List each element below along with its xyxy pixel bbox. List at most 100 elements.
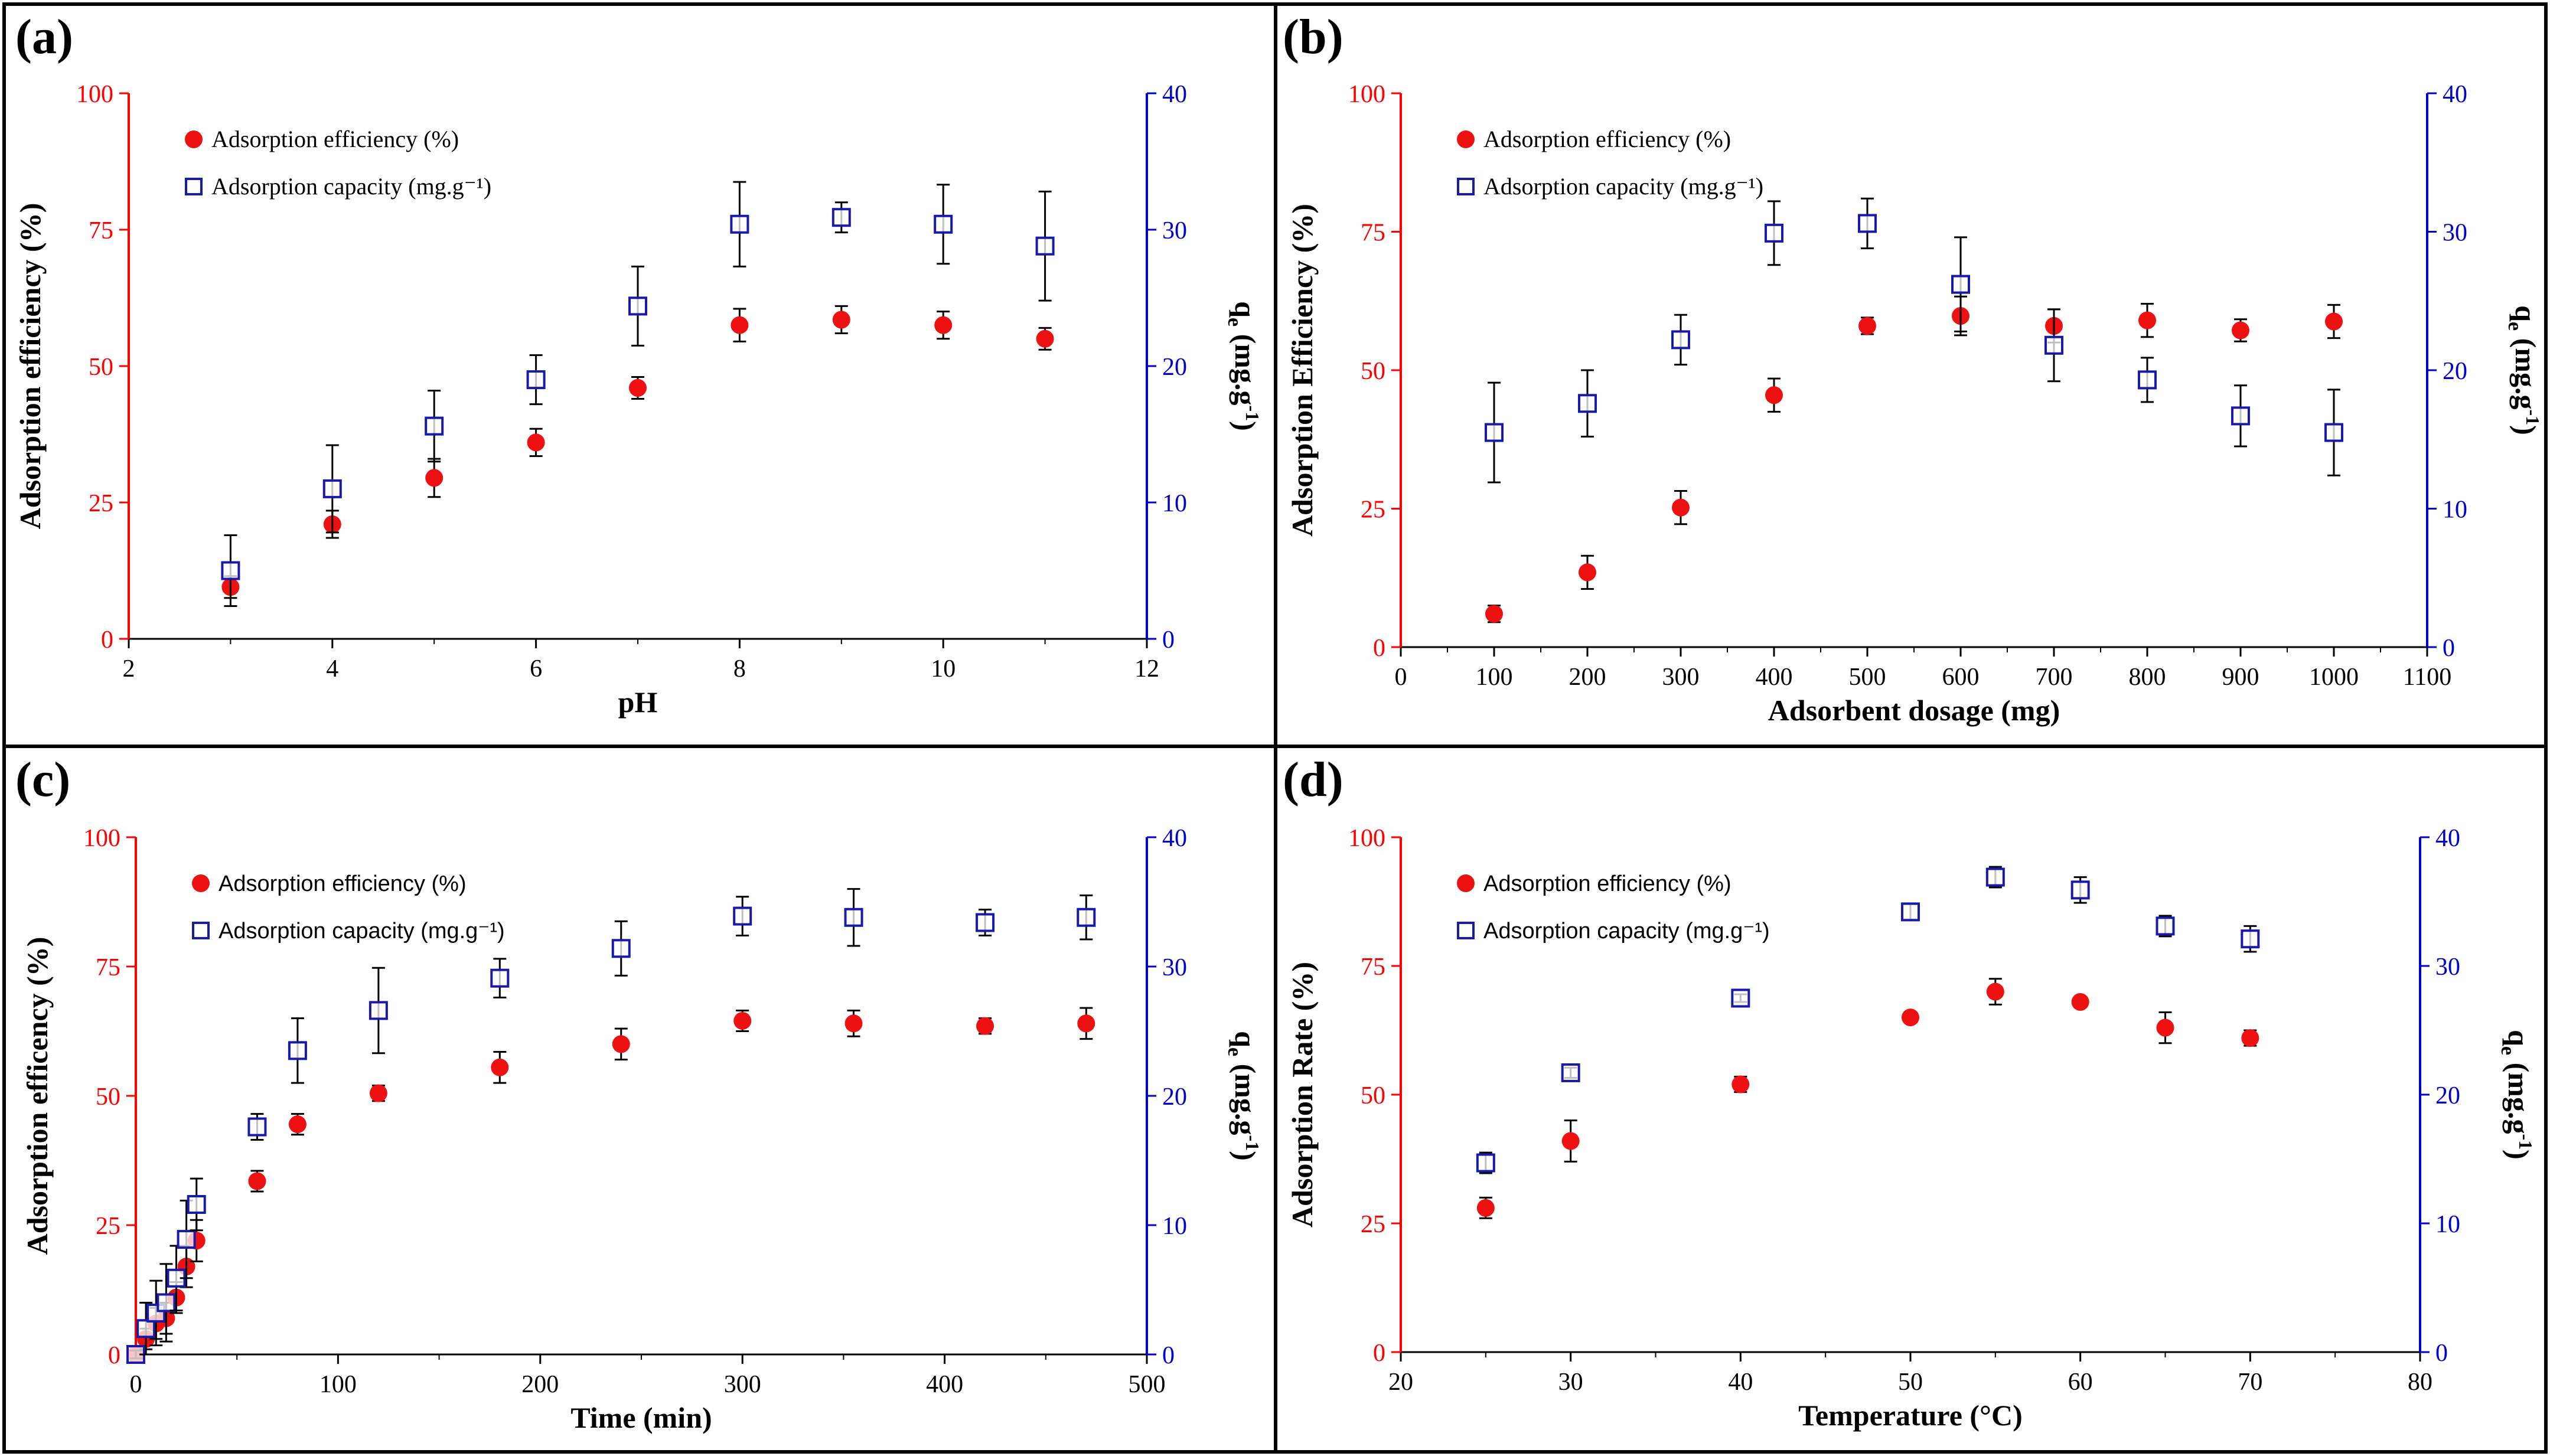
- left-y-tick-label: 100: [1348, 825, 1385, 852]
- right-y-tick-label: 10: [1162, 490, 1187, 517]
- x-tick-label: 100: [1476, 664, 1513, 691]
- x-tick-label: 400: [1756, 664, 1793, 691]
- series-efficiency: [1485, 295, 2343, 623]
- right-y-tick-label: 40: [2443, 81, 2467, 108]
- left-y-tick-label: 100: [83, 825, 120, 852]
- x-tick-label: 300: [724, 1371, 761, 1398]
- series-efficiency: [1476, 978, 2259, 1219]
- x-tick-label: 0: [1395, 664, 1407, 691]
- x-tick-label: 800: [2129, 664, 2166, 691]
- right-y-axis-title-sup: -1: [1242, 1135, 1263, 1151]
- capacity-point: [221, 561, 240, 580]
- left-y-tick-label: 50: [1361, 358, 1385, 385]
- right-y-tick-label: 0: [2443, 635, 2455, 662]
- x-tick-label: 40: [1728, 1369, 1753, 1396]
- right-y-axis-title-sub: e: [2504, 322, 2526, 331]
- right-y-axis-title-sub: e: [1224, 1047, 1245, 1056]
- efficiency-point: [1765, 386, 1783, 404]
- efficiency-point: [976, 1017, 994, 1035]
- x-tick-label: 500: [1849, 664, 1886, 691]
- right-y-tick-label: 10: [2443, 497, 2467, 524]
- legend: Adsorption efficiency (%) Adsorption capa…: [1457, 871, 1770, 944]
- x-tick-label: 1000: [2309, 664, 2359, 691]
- x-tick-label: 400: [926, 1371, 963, 1398]
- right-y-axis-title-sup: -1: [2515, 1134, 2536, 1150]
- capacity-point: [976, 913, 995, 932]
- legend-capacity-label: Adsorption capacity (mg.g⁻¹): [1483, 919, 1770, 944]
- capacity-point: [490, 968, 510, 988]
- panel-letter: (a): [15, 9, 73, 64]
- x-axis-title: pH: [618, 685, 658, 719]
- efficiency-point: [2232, 321, 2249, 339]
- capacity-point: [733, 906, 752, 926]
- right-y-tick-label: 30: [1162, 217, 1187, 244]
- panel-letter: (b): [1283, 9, 1344, 64]
- efficiency-point: [1485, 605, 1503, 623]
- right-y-axis-title-main: q: [2502, 1030, 2535, 1046]
- legend-efficiency-marker: [1457, 130, 1475, 148]
- right-y-axis-title: qe (mg.g-1): [2504, 305, 2544, 435]
- capacity-point: [1858, 214, 1877, 233]
- x-tick-label: 10: [931, 655, 956, 683]
- capacity-point: [1561, 1063, 1580, 1082]
- right-y-axis-title-close: ): [2502, 1150, 2535, 1160]
- x-tick-label: 30: [1558, 1369, 1583, 1396]
- left-y-tick-label: 100: [76, 81, 113, 108]
- legend-capacity-marker: [1457, 922, 1475, 939]
- left-y-tick-label: 75: [1361, 220, 1385, 247]
- x-tick-label: 200: [1569, 664, 1606, 691]
- right-y-axis-title-main: q: [1229, 301, 1262, 318]
- left-y-tick-label: 0: [108, 1342, 120, 1369]
- efficiency-point: [491, 1058, 509, 1076]
- panel-letter: (d): [1283, 752, 1344, 807]
- capacity-point: [1765, 223, 1783, 243]
- legend-efficiency-marker: [1457, 874, 1475, 892]
- right-y-tick-label: 20: [1162, 354, 1187, 381]
- right-y-axis-title-rest: (mg.g: [1229, 327, 1262, 405]
- legend-capacity-marker: [185, 178, 203, 195]
- efficiency-point: [248, 1172, 266, 1190]
- capacity-point: [177, 1230, 196, 1249]
- right-y-axis-title-rest: (mg.g: [2509, 331, 2542, 409]
- legend-efficiency-marker: [192, 874, 210, 892]
- right-y-tick-label: 40: [2435, 825, 2460, 852]
- x-tick-label: 700: [2036, 664, 2073, 691]
- capacity-point: [247, 1117, 267, 1137]
- legend: Adsorption efficiency (%) Adsorption capa…: [185, 126, 491, 200]
- capacity-point: [322, 479, 342, 498]
- right-y-axis-title-sup: -1: [1242, 405, 1263, 421]
- capacity-point: [844, 907, 863, 927]
- capacity-point: [1077, 907, 1096, 927]
- x-tick-label: 12: [1134, 655, 1159, 683]
- x-tick-label: 100: [319, 1371, 357, 1398]
- efficiency-point: [288, 1115, 306, 1134]
- x-tick-label: 60: [2068, 1369, 2093, 1396]
- left-y-tick-label: 0: [1373, 635, 1385, 662]
- right-y-tick-label: 0: [1162, 626, 1175, 654]
- x-tick-label: 900: [2222, 664, 2259, 691]
- left-y-tick-label: 25: [96, 1213, 120, 1240]
- right-y-axis-title-close: ): [1229, 421, 1262, 431]
- capacity-point: [831, 208, 851, 227]
- efficiency-point: [1036, 329, 1054, 348]
- legend-efficiency-label: Adsorption efficiency (%): [1483, 126, 1731, 152]
- right-y-axis-title-rest: (mg.g: [1229, 1056, 1262, 1135]
- x-tick-label: 4: [326, 655, 338, 683]
- capacity-point: [2138, 370, 2157, 390]
- efficiency-point: [629, 378, 647, 397]
- right-y-tick-label: 10: [1162, 1213, 1187, 1240]
- right-y-axis-title-sup: -1: [2522, 409, 2544, 425]
- x-tick-label: 50: [1898, 1369, 1923, 1396]
- x-tick-label: 300: [1662, 664, 1700, 691]
- efficiency-point: [934, 316, 953, 334]
- legend-capacity-label: Adsorption capacity (mg.g⁻¹): [219, 919, 505, 944]
- efficiency-point: [1561, 1132, 1580, 1150]
- efficiency-point: [1986, 982, 2004, 1001]
- efficiency-point: [731, 316, 749, 334]
- right-y-tick-label: 0: [2435, 1340, 2448, 1367]
- right-y-tick-label: 40: [1162, 81, 1187, 108]
- capacity-point: [2070, 880, 2090, 900]
- panel-a: (a)2 4 6 8 10 120255075100010203040pHAdsorpti…: [14, 9, 1263, 719]
- legend: Adsorption efficiency (%) Adsorption capa…: [192, 871, 505, 944]
- capacity-point: [2156, 916, 2175, 936]
